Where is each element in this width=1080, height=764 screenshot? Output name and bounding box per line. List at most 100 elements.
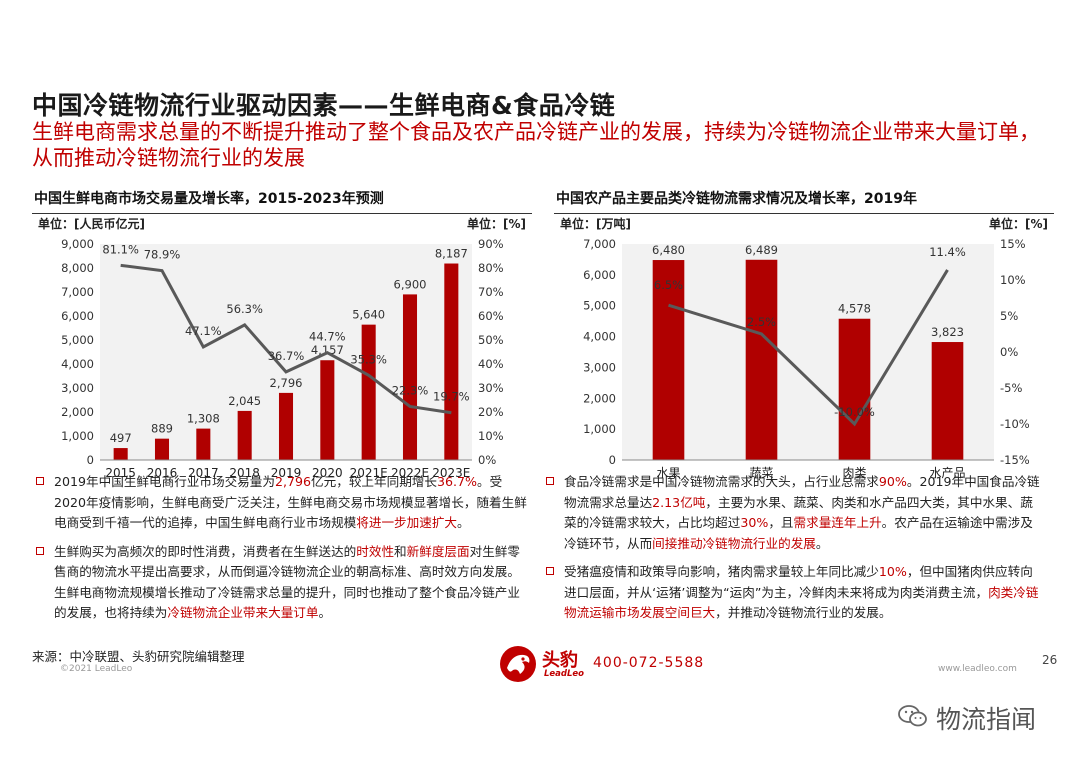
y-tick-label-left: 1,000	[583, 422, 616, 436]
bullet-text: 对生鲜零售商的物流水平提出高要求，从而倒逼冷链物流企业的朝高标准、高时效方向发展…	[54, 543, 520, 621]
x-tick-label: 2015	[105, 466, 136, 480]
growth-rate-label: 81.1%	[102, 242, 139, 256]
growth-rate-label: -10.0%	[834, 405, 875, 419]
bar	[113, 448, 128, 460]
y-tick-label-left: 7,000	[61, 285, 94, 299]
bar	[154, 438, 170, 460]
y-tick-label-left: 0	[87, 453, 94, 467]
bar-value-label: 497	[110, 431, 132, 445]
watermark-text: 物流指闻	[936, 705, 1037, 734]
y-tick-label-right: -15%	[1000, 453, 1030, 467]
right-bullets: 食品冷链需求是中国冷链物流需求的大头，占行业总需求90%。2019年中国食品冷链…	[546, 472, 1042, 632]
highlight-text: 2.13亿吨	[652, 494, 706, 510]
x-tick-label: 2016	[147, 466, 178, 480]
logo-text-cn: 头豹	[542, 650, 578, 671]
y-tick-label-right: 10%	[478, 429, 504, 443]
highlight-text: 间接推动冷链物流行业的发展	[652, 535, 816, 551]
bar-value-label: 2,796	[270, 376, 303, 390]
right-chart-panel: 中国农产品主要品类冷链物流需求情况及增长率，2019年 单位：[万吨] 单位：[%…	[554, 188, 1054, 486]
bar	[278, 392, 294, 460]
bar-value-label: 4,578	[838, 302, 871, 316]
bar	[838, 318, 871, 460]
bullet-text: 。	[457, 515, 470, 530]
y-tick-label-right: 40%	[478, 357, 504, 371]
left-chart-title: 中国生鲜电商市场交易量及增长率，2015-2023年预测	[32, 188, 532, 214]
growth-rate-label: 56.3%	[226, 302, 263, 316]
growth-rate-label: 36.7%	[268, 349, 305, 363]
y-tick-label-left: 6,000	[61, 309, 94, 323]
y-axis-unit-right: 单位：[%]	[989, 216, 1048, 231]
logo-text-en: LeadLeo	[544, 669, 585, 679]
highlight-text: 将进一步加速扩大	[356, 515, 457, 530]
bullet-text: 和	[394, 543, 407, 559]
highlight-text: 时效性	[356, 543, 395, 559]
y-tick-label-left: 8,000	[61, 261, 94, 275]
growth-rate-label: 2.5%	[747, 315, 776, 329]
y-tick-label-left: 7,000	[583, 237, 616, 251]
growth-rate-label: 11.4%	[929, 245, 966, 259]
y-tick-label-left: 4,000	[583, 330, 616, 344]
growth-rate-label: 78.9%	[144, 248, 181, 262]
y-tick-label-right: 80%	[478, 261, 504, 275]
bullet-square-icon	[36, 546, 44, 555]
highlight-text: 90%	[878, 474, 907, 489]
x-tick-label: 2021E	[350, 466, 388, 480]
growth-rate-line	[120, 263, 452, 415]
bullet-square-icon	[546, 477, 554, 485]
bar-value-label: 8,187	[435, 247, 468, 261]
bullet-text: 亿元，较上年同期增长	[311, 474, 437, 489]
y-tick-label-left: 0	[609, 453, 616, 467]
y-tick-label-right: 20%	[478, 405, 504, 419]
growth-rate-label: 47.1%	[185, 324, 222, 338]
highlight-text: 需求量连年上升	[793, 515, 882, 530]
right-chart-title: 中国农产品主要品类冷链物流需求情况及增长率，2019年	[554, 188, 1054, 214]
y-axis-unit-left: 单位：[人民币亿元]	[38, 216, 145, 231]
bullet-text: 。	[815, 535, 829, 551]
y-tick-label-left: 5,000	[583, 299, 616, 313]
y-tick-label-right: 50%	[478, 333, 504, 347]
left-chart: 单位：[人民币亿元] 单位：[%] 0 1,000 2,000 3,000 4,000 5,0…	[38, 216, 526, 480]
highlight-text: 肉类冷链物流运输市场发展空间巨大	[564, 584, 1039, 621]
y-tick-label-right: -10%	[1000, 417, 1030, 431]
bar-value-label: 889	[151, 422, 173, 436]
bar-value-label: 4,157	[311, 343, 344, 357]
bullet-text: 生鲜购买为高频次的即时性消费，消费者在生鲜送达的	[54, 543, 357, 559]
bar-value-label: 6,900	[394, 277, 427, 291]
bar-value-label: 3,823	[931, 325, 964, 339]
bar-value-label: 6,480	[652, 243, 685, 257]
x-tick-label: 2018	[229, 466, 260, 480]
y-tick-label-left: 2,000	[61, 405, 94, 419]
y-tick-label-right: 60%	[478, 309, 504, 323]
x-tick-label: 2019	[271, 466, 302, 480]
bar	[745, 259, 778, 460]
bullet-text: 。2019年中国食品冷链物流需求总量达	[564, 474, 1040, 510]
y-axis-unit-left: 单位：[万吨]	[560, 216, 631, 231]
bullet-square-icon	[546, 567, 554, 575]
x-tick-label: 2017	[188, 466, 219, 480]
bar-value-label: 2,045	[228, 394, 261, 408]
left-bullets: 2019年中国生鲜电商行业市场交易量为2,796亿元，较上年同期增长36.7%。…	[36, 472, 528, 632]
highlight-text: 冷链物流企业带来大量订单	[167, 605, 319, 620]
x-tick-label: 水果	[656, 466, 680, 480]
right-chart: 单位：[万吨] 单位：[%] 0 1,000 2,000 3,000 4,000 5,000 6…	[560, 216, 1048, 480]
bar	[361, 324, 376, 460]
bullet-text: ，且	[768, 515, 794, 530]
growth-rate-line	[668, 269, 949, 427]
left-bullet: 2019年中国生鲜电商行业市场交易量为2,796亿元，较上年同期增长36.7%。…	[36, 472, 528, 534]
copyright: ©2021 LeadLeo	[60, 664, 133, 674]
y-tick-label-right: 0%	[1000, 345, 1018, 359]
x-tick-label: 水产品	[929, 466, 965, 480]
phone-number: 400-072-5588	[593, 655, 705, 671]
y-tick-label-right: -5%	[1000, 381, 1022, 395]
y-tick-label-left: 9,000	[61, 237, 94, 251]
y-tick-label-left: 5,000	[61, 333, 94, 347]
bar-value-label: 1,308	[187, 412, 220, 426]
source-note: 来源：中冷联盟、头豹研究院编辑整理	[32, 649, 245, 664]
highlight-text: 30%	[740, 515, 769, 530]
right-bullet: 受猪瘟疫情和政策导向影响，猪肉需求量较上年同比减少10%，但中国猪肉供应转向进口…	[546, 562, 1042, 624]
bar-value-label: 6,489	[745, 243, 778, 257]
y-tick-label-left: 2,000	[583, 391, 616, 405]
bullet-text: 。受2020年疫情影响，生鲜电商受广泛关注，生鲜电商交易市场规模显著增长，随着生…	[54, 474, 527, 530]
left-bullet: 生鲜购买为高频次的即时性消费，消费者在生鲜送达的时效性和新鲜度层面对生鲜零售商的…	[36, 542, 528, 624]
y-tick-label-right: 90%	[478, 237, 504, 251]
